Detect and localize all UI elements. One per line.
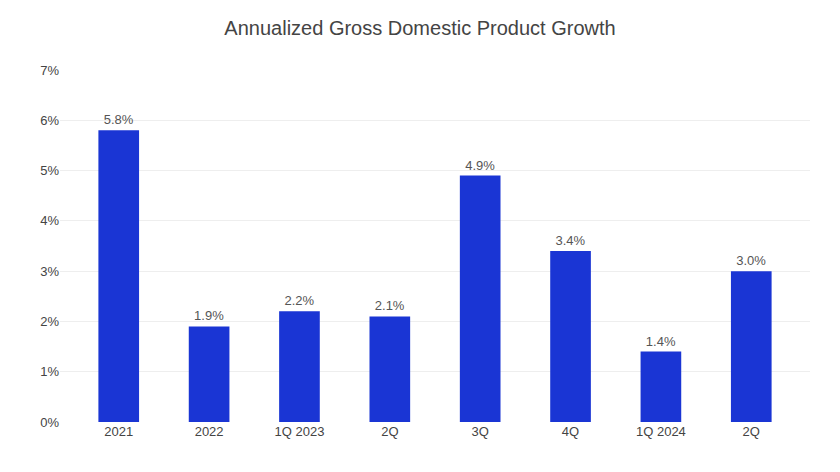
svg-text:3Q: 3Q (472, 424, 489, 439)
svg-text:2.2%: 2.2% (284, 293, 314, 308)
svg-text:Annualized Gross Domestic Prod: Annualized Gross Domestic Product Growth (224, 17, 615, 39)
svg-text:0%: 0% (40, 415, 59, 430)
svg-text:1.9%: 1.9% (194, 308, 224, 323)
svg-text:1%: 1% (40, 364, 59, 379)
svg-text:5%: 5% (40, 163, 59, 178)
svg-text:2Q: 2Q (381, 424, 398, 439)
svg-text:2%: 2% (40, 314, 59, 329)
svg-text:2022: 2022 (195, 424, 224, 439)
svg-text:1Q 2023: 1Q 2023 (275, 424, 325, 439)
svg-text:4%: 4% (40, 213, 59, 228)
svg-text:6%: 6% (40, 113, 59, 128)
svg-text:3%: 3% (40, 264, 59, 279)
svg-text:4Q: 4Q (562, 424, 579, 439)
svg-text:7%: 7% (40, 63, 59, 78)
svg-text:2.1%: 2.1% (375, 298, 405, 313)
svg-text:3.4%: 3.4% (556, 233, 586, 248)
svg-text:4.9%: 4.9% (465, 158, 495, 173)
svg-text:2Q: 2Q (743, 424, 760, 439)
svg-text:2021: 2021 (104, 424, 133, 439)
svg-text:1Q 2024: 1Q 2024 (636, 424, 686, 439)
svg-text:5.8%: 5.8% (104, 112, 134, 127)
svg-text:1.4%: 1.4% (646, 334, 676, 349)
svg-text:3.0%: 3.0% (736, 253, 766, 268)
